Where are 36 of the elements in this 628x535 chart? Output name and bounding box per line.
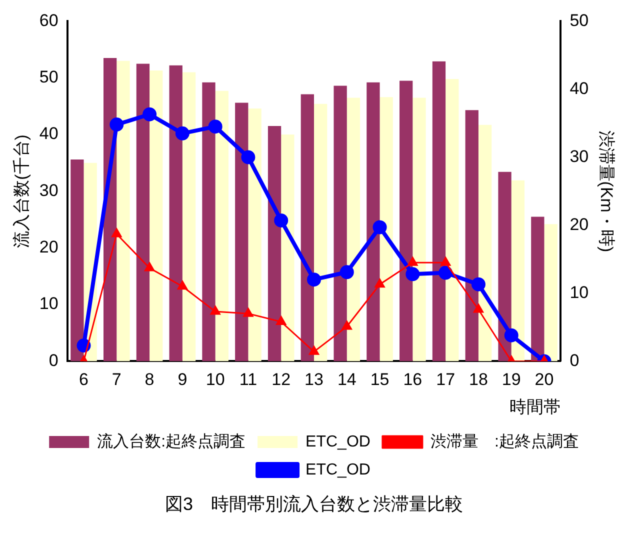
x-axis-title: 時間帯 — [510, 397, 561, 416]
y-tick-label: 20 — [39, 238, 58, 257]
y-tick-label: 0 — [48, 350, 58, 370]
legend-label: 流入台数:起終点調査 — [97, 432, 246, 450]
text: 図3 時間帯別流入台数と渋滞量比較 — [164, 493, 464, 516]
legend-label: 渋滞量 :起終点調査 — [430, 432, 579, 450]
x-tick-label: 8 — [144, 370, 154, 390]
y-axis-title: 流入台数(千台) — [12, 134, 31, 248]
x-tick-label: 14 — [337, 370, 356, 390]
x-tick-label: 11 — [239, 370, 258, 390]
y2-axis-title: 渋滞量(Km・時) — [597, 130, 616, 252]
x-tick-label: 9 — [178, 370, 188, 390]
x-tick-label: 18 — [469, 370, 488, 390]
y2-tick-label: 20 — [570, 214, 589, 234]
x-tick-label: 12 — [272, 370, 291, 390]
y2-tick-label: 10 — [570, 282, 589, 302]
y2-tick-label: 50 — [570, 10, 589, 30]
x-tick-label: 20 — [534, 370, 554, 390]
x-tick-label: 17 — [436, 370, 456, 390]
y-tick-label: 50 — [39, 68, 58, 87]
x-tick-label: 6 — [79, 370, 88, 390]
y2-tick-label: 40 — [570, 78, 589, 98]
x-tick-label: 15 — [370, 370, 390, 390]
y-tick-label: 60 — [39, 10, 58, 30]
x-tick-label: 16 — [403, 370, 422, 390]
y-tick-label: 40 — [39, 124, 58, 144]
x-tick-label: 19 — [502, 370, 521, 390]
legend-label: ETC_OD — [306, 433, 370, 450]
y2-tick-label: 30 — [570, 146, 589, 166]
x-tick-label: 7 — [112, 370, 122, 390]
y-tick-label: 10 — [39, 294, 58, 314]
y2-tick-label: 0 — [570, 350, 580, 370]
x-tick-label: 13 — [304, 370, 324, 390]
x-tick-label: 10 — [206, 370, 225, 390]
legend-label: ETC_OD — [306, 461, 370, 478]
y-tick-label: 30 — [39, 180, 58, 200]
